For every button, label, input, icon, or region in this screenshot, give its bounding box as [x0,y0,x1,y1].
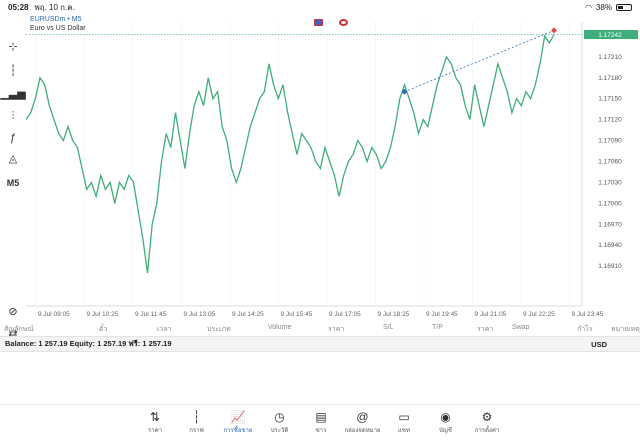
status-date: พฤ. 10 ก.ค. [34,2,75,12]
crosshair-icon[interactable]: ⊹ [8,40,18,53]
x-tick-label: 9 Jul 18:25 [378,311,410,318]
tab-settings[interactable]: ⚙ การตั้งค่า [465,409,509,435]
symbol-info: EURUSDm • M5 Euro vs US Dollar [30,16,86,32]
trade-icon[interactable]: ⇄ [8,327,18,340]
status-time: 05:28 [8,2,29,12]
tab-label: กราฟ [189,428,204,434]
tab-label: แชท [398,428,410,434]
balance-text: Balance: 1 257.19 Equity: 1 257.19 ฟรี: … [5,339,172,348]
quotes-icon: ⇅ [149,410,161,424]
current-price-label: 1.17242 [598,32,622,39]
chat-icon: ▭ [398,410,410,424]
column-header[interactable]: กำไร [577,326,593,333]
x-tick-label: 9 Jul 14:25 [232,311,264,318]
function-icon[interactable]: ƒ [9,132,17,144]
y-tick-label: 1.17150 [598,96,622,103]
exit-marker [551,27,557,34]
tab-label: การตั้งค่า [474,428,500,434]
x-tick-label: 9 Jul 21:05 [475,311,507,318]
x-tick-label: 9 Jul 22:25 [523,311,555,318]
column-header[interactable]: ราคา [477,326,494,333]
timeframe-label[interactable]: M5 [6,178,20,188]
mailbox-icon: @ [356,410,369,424]
entry-marker [401,88,408,95]
y-tick-label: 1.17180 [598,75,622,82]
history-icon: ◷ [274,410,285,424]
y-tick-label: 1.17120 [598,117,622,124]
tab-chat[interactable]: ▭ แชท [382,409,426,435]
column-header[interactable]: ตั๋ว [99,326,108,333]
column-header[interactable]: เวลา [157,326,172,333]
x-tick-label: 9 Jul 17:05 [329,311,361,318]
tab-label: ประวัติ [270,428,289,434]
battery-percent: 38% [595,2,612,12]
tab-trade[interactable]: 📈 การซื้อขาย [216,409,260,435]
candles-icon[interactable]: ┆ [9,64,17,77]
y-tick-label: 1.17090 [598,138,622,145]
tab-label: ข่าว [315,428,327,434]
bar-chart-icon[interactable]: ▁▃▅ [0,87,26,100]
chart-toolbar: ⊹ ┆ ▁▃▅ ⫶ ƒ ◬ M5 ⊘ ⇄ [0,30,26,340]
price-series-line [25,34,555,274]
tab-accounts[interactable]: ◉ บัญชี [424,409,468,435]
y-tick-label: 1.17210 [598,54,622,61]
y-tick-label: 1.17030 [598,179,622,186]
column-header[interactable]: T/P [432,324,443,331]
eu-flag-icon [314,19,323,26]
x-tick-label: 9 Jul 23:45 [572,311,604,318]
us-flag-icon [339,19,348,26]
x-tick-label: 9 Jul 11:45 [135,311,167,318]
news-icon: ▤ [315,410,327,424]
x-tick-label: 9 Jul 15:45 [281,311,313,318]
tab-news[interactable]: ▤ ข่าว [299,409,343,435]
accounts-icon: ◉ [440,410,451,424]
y-tick-label: 1.16940 [598,242,622,249]
current-price-tag [584,30,638,40]
tab-quotes[interactable]: ⇅ ราคา [133,409,177,435]
trade-line [404,29,555,93]
tab-label: บัญชี [439,428,452,434]
indicators-icon[interactable]: ⫶ [11,109,15,122]
tab-label: กล่องจดหมาย [344,428,381,434]
price-chart[interactable]: 9 Jul 09:05 9 Jul 10:25 9 Jul 11:45 9 Jul 1… [25,14,640,319]
column-header[interactable]: สัญลักษณ์ [4,326,34,333]
x-tick-label: 9 Jul 13:05 [184,311,216,318]
column-header[interactable]: S/L [383,324,394,331]
status-bar: 05:28 พฤ. 10 ก.ค. ◠ 38% [0,0,640,14]
tab-mailbox[interactable]: @ กล่องจดหมาย [341,409,385,435]
symbol-name[interactable]: EURUSDm [30,16,66,23]
positions-table-header: สัญลักษณ์ ตั๋ว เวลา ประเภท Volume ราคา S/L T/P ร… [0,322,640,334]
bottom-tab-bar: ⇅ ราคา ┆ กราฟ 📈 การซื้อขาย ◷ ประวัติ ▤ ข่าว @ กล่อง… [0,404,640,447]
chart-area[interactable]: 9 Jul 09:05 9 Jul 10:25 9 Jul 11:45 9 Jul 1… [25,14,640,319]
y-tick-label: 1.17000 [598,200,622,207]
zoom-icon[interactable]: ⊘ [8,305,18,318]
column-header[interactable]: Volume [268,324,292,331]
column-header[interactable]: หมายเหตุ [611,326,640,333]
tab-chart[interactable]: ┆ กราฟ [175,409,219,435]
account-currency: USD [591,339,607,349]
x-tick-label: 9 Jul 10:25 [87,311,119,318]
y-tick-label: 1.16970 [598,221,622,228]
account-summary: Balance: 1 257.19 Equity: 1 257.19 ฟรี: … [0,336,640,352]
trade-icon: 📈 [230,410,246,424]
column-header[interactable]: ประเภท [207,326,231,333]
tab-label: ราคา [148,428,162,434]
x-tick-label: 9 Jul 19:45 [426,311,458,318]
objects-icon[interactable]: ◬ [8,152,18,165]
settings-icon: ⚙ [481,410,493,424]
flags [314,19,348,26]
chart-icon: ┆ [192,410,201,424]
wifi-icon: ◠ [585,2,592,12]
tab-history[interactable]: ◷ ประวัติ [258,409,302,435]
symbol-description: Euro vs US Dollar [30,25,86,32]
tab-label: การซื้อขาย [223,428,253,434]
battery-icon [616,3,632,11]
column-header[interactable]: ราคา [328,326,345,333]
y-tick-label: 1.16910 [598,263,622,270]
y-tick-label: 1.17060 [598,158,622,165]
symbol-timeframe: M5 [71,16,82,23]
x-tick-label: 9 Jul 09:05 [38,311,70,318]
column-header[interactable]: Swap [512,324,530,331]
